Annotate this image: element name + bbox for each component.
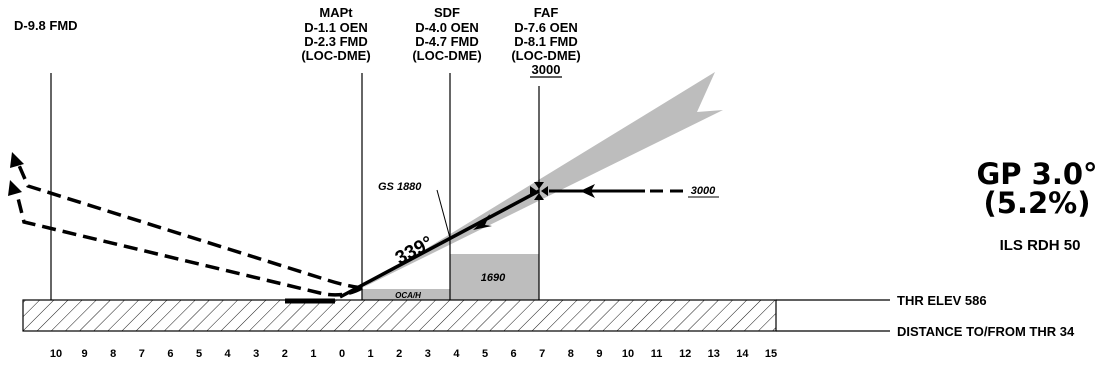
oca-label: OCA/H	[395, 291, 421, 300]
distance-tick-label: 7	[139, 348, 145, 360]
distance-tick-label: 4	[225, 348, 232, 360]
distance-tick-label: 2	[282, 348, 288, 360]
distance-tick-label: 10	[622, 348, 634, 360]
distance-label: DISTANCE TO/FROM THR 34	[897, 324, 1075, 339]
intermediate-arrowhead	[580, 184, 595, 198]
rdh-label: ILS RDH 50	[1000, 237, 1081, 254]
faf-locdme: (LOC-DME)	[511, 48, 580, 63]
ground-hatch-bar	[22, 299, 777, 332]
distance-tick-label: 9	[82, 348, 88, 360]
mapt-oen: D-1.1 OEN	[304, 20, 368, 35]
distance-tick-label: 3	[425, 348, 431, 360]
distance-tick-label: 5	[482, 348, 488, 360]
course-label: 339°	[392, 232, 437, 269]
sdf-oen: D-4.0 OEN	[415, 20, 479, 35]
final-approach-path	[339, 189, 540, 299]
sdf-locdme: (LOC-DME)	[412, 48, 481, 63]
distance-tick-label: 9	[596, 348, 602, 360]
faf-fmd: D-8.1 FMD	[514, 34, 578, 49]
missed-approach-path-upper	[16, 162, 363, 290]
gs-label: GS 1880	[378, 181, 422, 193]
missed-arrowhead-lower	[8, 180, 22, 196]
mapt-locdme: (LOC-DME)	[301, 48, 370, 63]
final-approach-arrowhead	[473, 214, 492, 230]
distance-tick-label: 2	[396, 348, 402, 360]
distance-tick-label: 1	[310, 348, 316, 360]
glidepath-shading	[362, 72, 723, 288]
distance-tick-label: 4	[453, 348, 460, 360]
distance-tick-label: 14	[736, 348, 749, 360]
distance-tick-label: 15	[765, 348, 777, 360]
distance-scale: 10 9 8 7 6 5 4 3 2 1 0 1 2 3 4 5 6 7 8 9 10 11 12 13 14 15	[50, 348, 777, 360]
distance-tick-label: 3	[253, 348, 259, 360]
oca-area	[362, 289, 450, 300]
thr-elev-label: THR ELEV 586	[897, 293, 987, 308]
intermediate-altitude: 3000	[691, 185, 716, 197]
gp-angle: GP 3.0°	[976, 157, 1097, 191]
gs-leader-line	[436, 189, 451, 239]
d98-label: D-9.8 FMD	[14, 18, 78, 33]
distance-tick-label: 10	[50, 348, 62, 360]
distance-tick-label: 6	[511, 348, 517, 360]
gp-percent: (5.2%)	[984, 186, 1091, 220]
distance-tick-label: 8	[568, 348, 574, 360]
distance-tick-label: 7	[539, 348, 545, 360]
faf-label: FAF	[534, 5, 559, 20]
mapt-label: MAPt	[319, 5, 353, 20]
sdf-altitude-box	[450, 254, 539, 300]
missed-approach-path-lower	[14, 189, 363, 297]
faf-cross-icon	[530, 182, 548, 200]
distance-tick-label: 6	[167, 348, 173, 360]
distance-tick-label: 8	[110, 348, 116, 360]
distance-tick-label: 11	[651, 348, 663, 360]
distance-tick-label: 0	[339, 348, 345, 360]
faf-altitude: 3000	[532, 62, 561, 77]
faf-oen: D-7.6 OEN	[514, 20, 578, 35]
distance-tick-label: 13	[708, 348, 720, 360]
mapt-fmd: D-2.3 FMD	[304, 34, 368, 49]
sdf-box-altitude: 1690	[481, 272, 506, 284]
missed-arrowhead-upper	[10, 152, 24, 168]
sdf-fmd: D-4.7 FMD	[415, 34, 479, 49]
sdf-label: SDF	[434, 5, 460, 20]
distance-tick-label: 1	[368, 348, 374, 360]
distance-tick-label: 5	[196, 348, 202, 360]
distance-tick-label: 12	[679, 348, 691, 360]
